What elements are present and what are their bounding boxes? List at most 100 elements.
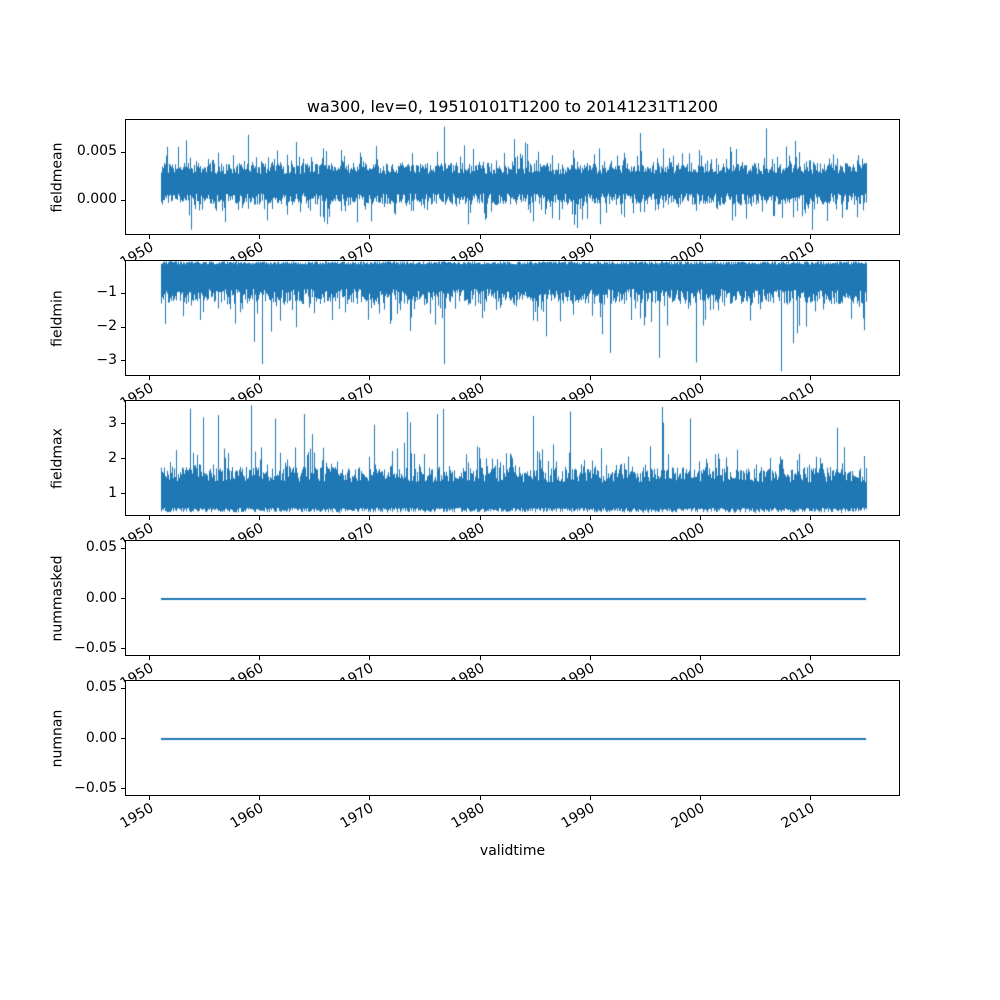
plot-area-fieldmin xyxy=(125,260,900,376)
x-tick-label: 1980 xyxy=(448,520,488,552)
y-tick-mark xyxy=(121,292,125,294)
y-tick-label: −0.05 xyxy=(74,779,117,796)
x-tick-label: 1980 xyxy=(448,660,488,692)
x-tick-mark xyxy=(810,235,812,239)
x-tick-mark xyxy=(700,796,701,800)
x-tick-mark xyxy=(810,796,812,800)
x-tick-mark xyxy=(700,516,701,520)
x-tick-mark xyxy=(810,656,812,660)
y-tick-mark xyxy=(121,547,125,549)
x-tick-mark xyxy=(589,796,591,800)
x-tick-mark xyxy=(479,656,481,660)
x-tick-mark xyxy=(149,796,150,800)
y-tick-mark xyxy=(121,648,125,650)
y-tick-mark xyxy=(121,360,125,362)
x-tick-label: 1960 xyxy=(227,800,267,832)
y-tick-label: −3 xyxy=(96,351,117,368)
x-tick-label: 1990 xyxy=(558,239,598,271)
y-axis-label-nummasked: nummasked xyxy=(49,555,66,642)
x-tick-mark xyxy=(369,656,371,660)
y-tick-mark xyxy=(121,199,125,201)
series-line-nummasked xyxy=(126,541,899,655)
x-tick-mark xyxy=(259,376,261,380)
y-tick-label: 0.05 xyxy=(85,539,117,556)
x-tick-label: 2000 xyxy=(668,800,708,832)
x-tick-mark xyxy=(479,376,481,380)
x-tick-label: 1950 xyxy=(117,800,157,832)
x-tick-mark xyxy=(369,376,371,380)
y-tick-label: 3 xyxy=(108,414,117,431)
x-tick-mark xyxy=(149,656,150,660)
y-tick-label: 0.00 xyxy=(85,589,117,606)
y-tick-mark xyxy=(121,687,125,689)
x-tick-label: 1970 xyxy=(338,380,377,412)
x-tick-label: 2010 xyxy=(778,520,818,552)
x-tick-label: 1960 xyxy=(227,239,267,271)
x-tick-mark xyxy=(589,656,591,660)
y-tick-label: −1 xyxy=(96,284,117,301)
x-tick-mark xyxy=(589,235,591,239)
x-tick-label: 1960 xyxy=(227,380,267,412)
y-tick-label: 0.05 xyxy=(85,679,117,696)
chart-title: wa300, lev=0, 19510101T1200 to 20141231T… xyxy=(306,97,719,116)
y-tick-mark xyxy=(121,326,125,328)
plot-area-nummasked xyxy=(125,540,900,656)
x-tick-mark xyxy=(479,516,481,520)
x-tick-mark xyxy=(149,376,150,380)
x-tick-mark xyxy=(810,376,812,380)
x-tick-mark xyxy=(479,796,481,800)
x-tick-mark xyxy=(479,235,481,239)
x-tick-label: 2000 xyxy=(668,239,708,271)
y-tick-label: −2 xyxy=(96,318,117,335)
y-tick-label: −0.05 xyxy=(74,639,117,656)
y-tick-label: 0.000 xyxy=(76,191,117,208)
x-tick-label: 1990 xyxy=(558,380,598,412)
x-tick-mark xyxy=(700,235,701,239)
x-tick-mark xyxy=(259,516,261,520)
y-tick-label: 0.00 xyxy=(85,729,117,746)
x-tick-label: 2010 xyxy=(778,800,818,832)
x-tick-label: 1950 xyxy=(117,660,157,692)
y-tick-mark xyxy=(121,738,125,739)
y-tick-label: 1 xyxy=(108,484,117,501)
y-tick-label: 0.005 xyxy=(76,143,117,160)
x-tick-label: 1970 xyxy=(338,239,377,271)
x-tick-mark xyxy=(259,235,261,239)
x-tick-label: 1990 xyxy=(558,520,598,552)
y-tick-mark xyxy=(121,598,125,599)
x-tick-label: 2000 xyxy=(668,660,708,692)
x-tick-label: 1980 xyxy=(448,239,488,271)
series-line-numnan xyxy=(126,681,899,795)
x-tick-label: 2010 xyxy=(778,660,818,692)
x-tick-label: 1970 xyxy=(338,660,377,692)
x-tick-label: 1960 xyxy=(227,520,267,552)
x-tick-label: 1980 xyxy=(448,800,488,832)
x-tick-mark xyxy=(149,516,150,520)
x-tick-label: 2000 xyxy=(668,520,708,552)
x-tick-mark xyxy=(589,516,591,520)
x-tick-label: 1990 xyxy=(558,800,598,832)
x-tick-mark xyxy=(700,376,701,380)
x-tick-label: 1950 xyxy=(117,380,157,412)
y-tick-mark xyxy=(121,493,125,495)
x-tick-mark xyxy=(259,796,261,800)
y-axis-label-fieldmin: fieldmin xyxy=(49,289,66,347)
series-line-fieldmax xyxy=(126,401,899,515)
x-tick-label: 1950 xyxy=(117,520,157,552)
x-tick-mark xyxy=(369,796,371,800)
y-tick-mark xyxy=(121,458,125,460)
x-tick-label: 2000 xyxy=(668,380,708,412)
y-tick-mark xyxy=(121,788,125,790)
y-axis-label-fieldmean: fieldmean xyxy=(49,142,66,212)
x-tick-label: 2010 xyxy=(778,380,818,412)
y-axis-label-fieldmax: fieldmax xyxy=(49,427,66,489)
y-tick-mark xyxy=(121,423,125,425)
y-axis-label-numnan: numnan xyxy=(49,709,66,767)
x-tick-mark xyxy=(589,376,591,380)
x-tick-mark xyxy=(810,516,812,520)
series-line-fieldmean xyxy=(126,120,899,234)
y-tick-mark xyxy=(121,151,125,153)
x-tick-label: 1970 xyxy=(338,800,377,832)
x-tick-label: 1990 xyxy=(558,660,598,692)
